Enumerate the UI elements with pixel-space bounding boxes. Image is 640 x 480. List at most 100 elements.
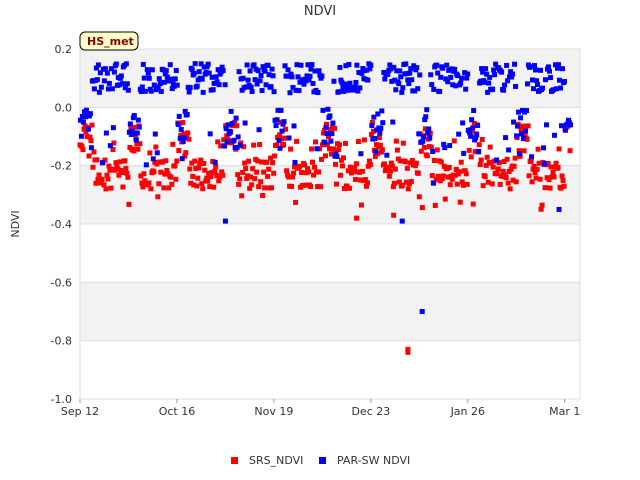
par-sw-ndvi-point (357, 85, 363, 91)
par-sw-ndvi-point (182, 108, 188, 114)
par-sw-ndvi-point (556, 77, 562, 83)
par-sw-ndvi-point (443, 76, 449, 82)
par-sw-ndvi-point (423, 114, 429, 120)
srs-ndvi-point (488, 160, 494, 166)
srs-ndvi-point (442, 196, 448, 202)
par-sw-ndvi-point (237, 142, 243, 148)
par-sw-ndvi-point (288, 71, 294, 77)
par-sw-ndvi-point (452, 66, 458, 72)
srs-ndvi-point (297, 163, 303, 169)
par-sw-ndvi-point (274, 117, 280, 123)
srs-ndvi-point (353, 161, 359, 167)
srs-ndvi-point (370, 128, 376, 134)
srs-ndvi-outlier (354, 215, 360, 221)
par-sw-ndvi-point (134, 130, 140, 136)
srs-ndvi-point (98, 180, 104, 186)
par-sw-ndvi-point (314, 146, 320, 152)
srs-ndvi-point (359, 168, 365, 174)
par-sw-ndvi-point (200, 89, 206, 95)
srs-ndvi-point (485, 179, 491, 185)
par-sw-ndvi-point (416, 131, 422, 137)
par-sw-ndvi-point (515, 123, 521, 129)
srs-ndvi-point (331, 125, 337, 131)
par-sw-ndvi-point (493, 61, 499, 67)
par-sw-ndvi-point (342, 81, 348, 87)
srs-ndvi-point (221, 137, 227, 143)
srs-ndvi-point (284, 168, 290, 174)
par-sw-ndvi-point (387, 62, 393, 68)
srs-ndvi-point (366, 158, 372, 164)
srs-ndvi-point (272, 153, 278, 159)
srs-ndvi-point (368, 131, 374, 137)
par-sw-ndvi-point (142, 88, 148, 94)
srs-ndvi-point (120, 184, 126, 190)
par-sw-ndvi-point (296, 88, 302, 94)
srs-ndvi-point (387, 168, 393, 174)
par-sw-ndvi-point (367, 66, 373, 72)
srs-ndvi-point (336, 142, 342, 148)
par-sw-ndvi-point (353, 79, 359, 85)
srs-ndvi-point (105, 176, 111, 182)
srs-ndvi-point (315, 184, 321, 190)
srs-ndvi-point (545, 160, 551, 166)
par-sw-ndvi-point (458, 80, 464, 86)
par-sw-ndvi-point (180, 138, 186, 144)
srs-ndvi-point (369, 120, 375, 126)
srs-ndvi-point (148, 186, 154, 192)
par-sw-ndvi-point (435, 70, 441, 76)
srs-ndvi-point (191, 182, 197, 188)
srs-ndvi-point (124, 170, 130, 176)
par-sw-ndvi-point (248, 84, 254, 90)
par-sw-ndvi-point (339, 79, 345, 85)
srs-ndvi-point (194, 183, 200, 189)
srs-ndvi-point (490, 164, 496, 170)
srs-ndvi-point (207, 184, 213, 190)
par-sw-ndvi-point (153, 87, 159, 93)
par-sw-ndvi-point (450, 82, 456, 88)
srs-ndvi-point (399, 182, 405, 188)
par-sw-ndvi-point (415, 86, 421, 92)
par-sw-ndvi-point (131, 113, 137, 119)
srs-ndvi-point (243, 166, 249, 172)
srs-ndvi-point (464, 181, 470, 187)
srs-ndvi-point (79, 144, 85, 150)
par-sw-ndvi-point (414, 65, 420, 71)
par-sw-ndvi-point (391, 64, 397, 70)
srs-ndvi-point (286, 174, 292, 180)
srs-ndvi-point (217, 174, 223, 180)
par-sw-ndvi-point (258, 72, 264, 78)
par-sw-ndvi-point (198, 61, 204, 67)
srs-ndvi-point (559, 173, 565, 179)
srs-ndvi-point (212, 168, 218, 174)
srs-ndvi-point (258, 179, 264, 185)
srs-ndvi-point (537, 176, 543, 182)
par-sw-ndvi-point (492, 72, 498, 78)
srs-ndvi-point (196, 165, 202, 171)
par-sw-ndvi-point (390, 119, 396, 125)
srs-ndvi-point (305, 166, 311, 172)
par-sw-ndvi-point (322, 139, 328, 145)
srs-ndvi-point (111, 140, 117, 146)
par-sw-ndvi-point (228, 108, 234, 114)
par-sw-ndvi-point (78, 133, 84, 139)
srs-ndvi-point (533, 175, 539, 181)
par-sw-ndvi-point (79, 113, 85, 119)
par-sw-ndvi-point (552, 62, 558, 68)
par-sw-ndvi-point (304, 73, 310, 79)
par-sw-ndvi-point (377, 130, 383, 136)
srs-ndvi-point (342, 140, 348, 146)
par-sw-ndvi-point (285, 67, 291, 73)
par-sw-ndvi-point (380, 120, 386, 126)
par-sw-ndvi-point (420, 138, 426, 144)
srs-ndvi-point (83, 129, 89, 135)
srs-ndvi-point (376, 135, 382, 141)
par-sw-ndvi-point (289, 74, 295, 80)
par-sw-ndvi-point (404, 71, 410, 77)
par-sw-ndvi-point (510, 71, 516, 77)
par-sw-ndvi-point (175, 121, 181, 127)
par-sw-ndvi-point (187, 84, 193, 90)
srs-ndvi-point (357, 177, 363, 183)
par-sw-ndvi-point (554, 65, 560, 71)
par-sw-ndvi-point (102, 66, 108, 72)
par-sw-ndvi-point (103, 130, 109, 136)
